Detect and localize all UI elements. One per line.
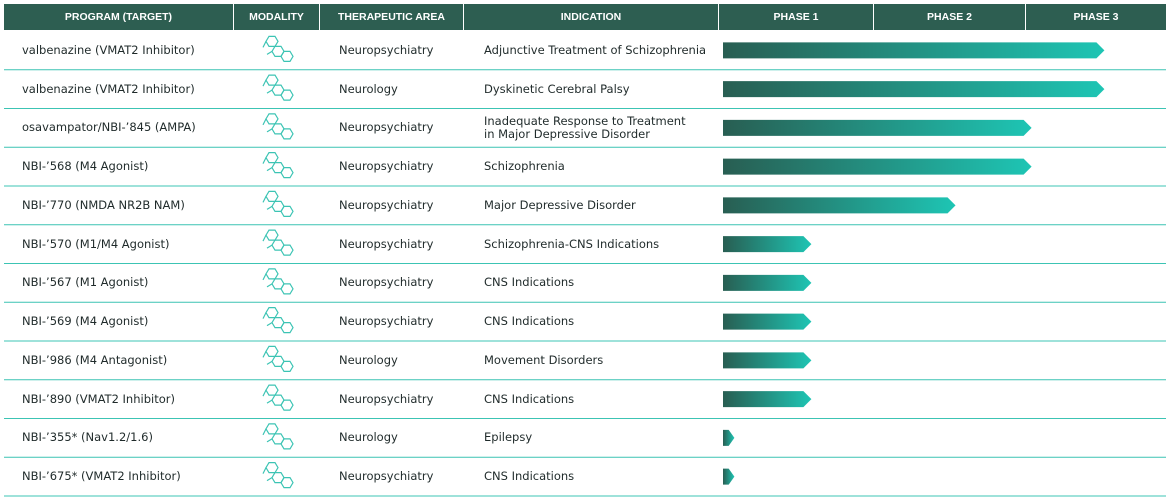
modality-icon xyxy=(262,74,294,101)
header-bg xyxy=(234,4,319,30)
indication-line: Inadequate Response to Treatment xyxy=(484,113,686,128)
modality-icon xyxy=(262,423,294,450)
progress-bar xyxy=(723,429,735,446)
progress-bar xyxy=(723,352,812,369)
indication: Major Depressive Disorder xyxy=(484,186,636,225)
indication: Inadequate Response to Treatment in Major… xyxy=(484,109,686,148)
program: NBI-’355* (Nav1.2/1.6) xyxy=(22,430,153,445)
modality-icon xyxy=(262,113,294,140)
program: NBI-’568 (M4 Agonist) xyxy=(22,159,149,174)
indication-line: Schizophrenia xyxy=(484,159,565,174)
program: NBI-’890 (VMAT2 Inhibitor) xyxy=(22,391,175,406)
therapeutic-area: Neuropsychiatry xyxy=(339,314,434,329)
indication-line: Adjunctive Treatment of Schizophrenia xyxy=(484,42,707,57)
header-cell: INDICATION xyxy=(560,11,622,23)
therapeutic-area: Neuropsychiatry xyxy=(339,469,434,484)
indication-line: Movement Disorders xyxy=(484,352,604,367)
header-cell: PHASE 2 xyxy=(927,11,972,23)
modality-icon xyxy=(262,307,294,334)
indication: Adjunctive Treatment of Schizophrenia xyxy=(484,31,706,70)
indication-line: CNS Indications xyxy=(484,391,575,406)
therapeutic-area: Neuropsychiatry xyxy=(339,236,434,251)
modality-icon xyxy=(262,462,294,489)
indication-line: in Major Depressive Disorder xyxy=(484,126,650,141)
therapeutic-area: Neuropsychiatry xyxy=(339,275,434,290)
progress-bar xyxy=(723,42,1105,59)
header-bg xyxy=(320,4,463,30)
program: NBI-’986 (M4 Antagonist) xyxy=(22,352,168,367)
progress-bar xyxy=(723,119,1032,136)
indication: Dyskinetic Cerebral Palsy xyxy=(484,70,630,109)
therapeutic-area: Neurology xyxy=(339,430,398,445)
progress-bar xyxy=(723,81,1105,98)
header-bg xyxy=(4,4,233,30)
header-bg xyxy=(874,4,1025,30)
indication: CNS Indications xyxy=(484,302,574,341)
modality-icon xyxy=(262,268,294,295)
program: NBI-’569 (M4 Agonist) xyxy=(22,314,149,329)
indication-line: CNS Indications xyxy=(484,275,575,290)
modality-icon xyxy=(262,35,294,62)
header-cell: THERAPEUTIC AREA xyxy=(338,11,445,23)
program: valbenazine (VMAT2 Inhibitor) xyxy=(22,81,195,96)
modality-icon xyxy=(262,190,294,217)
modality-icon xyxy=(262,152,294,179)
therapeutic-area: Neuropsychiatry xyxy=(339,159,434,174)
program: NBI-’675* (VMAT2 Inhibitor) xyxy=(22,469,181,484)
indication: CNS Indications xyxy=(484,264,574,303)
therapeutic-area: Neuropsychiatry xyxy=(339,391,434,406)
progress-bar xyxy=(723,391,812,408)
modality-icon xyxy=(262,229,294,256)
indication-line: Dyskinetic Cerebral Palsy xyxy=(484,81,630,96)
indication-line: Schizophrenia-CNS Indications xyxy=(484,236,660,251)
program: osavampator/NBI-’845 (AMPA) xyxy=(22,120,196,135)
indication-line: Major Depressive Disorder xyxy=(484,197,636,212)
indication-line: CNS Indications xyxy=(484,469,575,484)
program: valbenazine (VMAT2 Inhibitor) xyxy=(22,42,195,57)
progress-bar xyxy=(723,274,812,291)
header-cell: PROGRAM (TARGET) xyxy=(64,11,173,23)
progress-bar xyxy=(723,313,812,330)
modality-icon xyxy=(262,345,294,372)
progress-bar xyxy=(723,158,1032,175)
progress-bar xyxy=(723,236,812,253)
header-bg xyxy=(464,4,718,30)
progress-bar xyxy=(723,468,735,485)
progress-bar xyxy=(723,197,956,214)
therapeutic-area: Neuropsychiatry xyxy=(339,120,434,135)
header-cell: PHASE 1 xyxy=(773,11,819,23)
indication: CNS Indications xyxy=(484,380,574,419)
indication: Schizophrenia-CNS Indications xyxy=(484,225,659,264)
modality-icon xyxy=(262,384,294,411)
header-cell: PHASE 3 xyxy=(1073,11,1119,23)
header-bg xyxy=(719,4,873,30)
therapeutic-area: Neurology xyxy=(339,81,398,96)
program: NBI-’567 (M1 Agonist) xyxy=(22,275,149,290)
header-bg xyxy=(1026,4,1166,30)
program: NBI-’770 (NMDA NR2B NAM) xyxy=(22,197,185,212)
indication: Epilepsy xyxy=(484,419,532,458)
header-cell: MODALITY xyxy=(249,11,304,23)
indication-line: Epilepsy xyxy=(484,430,533,445)
therapeutic-area: Neuropsychiatry xyxy=(339,42,434,57)
indication-line: CNS Indications xyxy=(484,314,575,329)
indication: Movement Disorders xyxy=(484,341,603,380)
indication: CNS Indications xyxy=(484,457,574,496)
therapeutic-area: Neurology xyxy=(339,352,398,367)
therapeutic-area: Neuropsychiatry xyxy=(339,197,434,212)
indication: Schizophrenia xyxy=(484,147,565,186)
program: NBI-’570 (M1/M4 Agonist) xyxy=(22,236,170,251)
